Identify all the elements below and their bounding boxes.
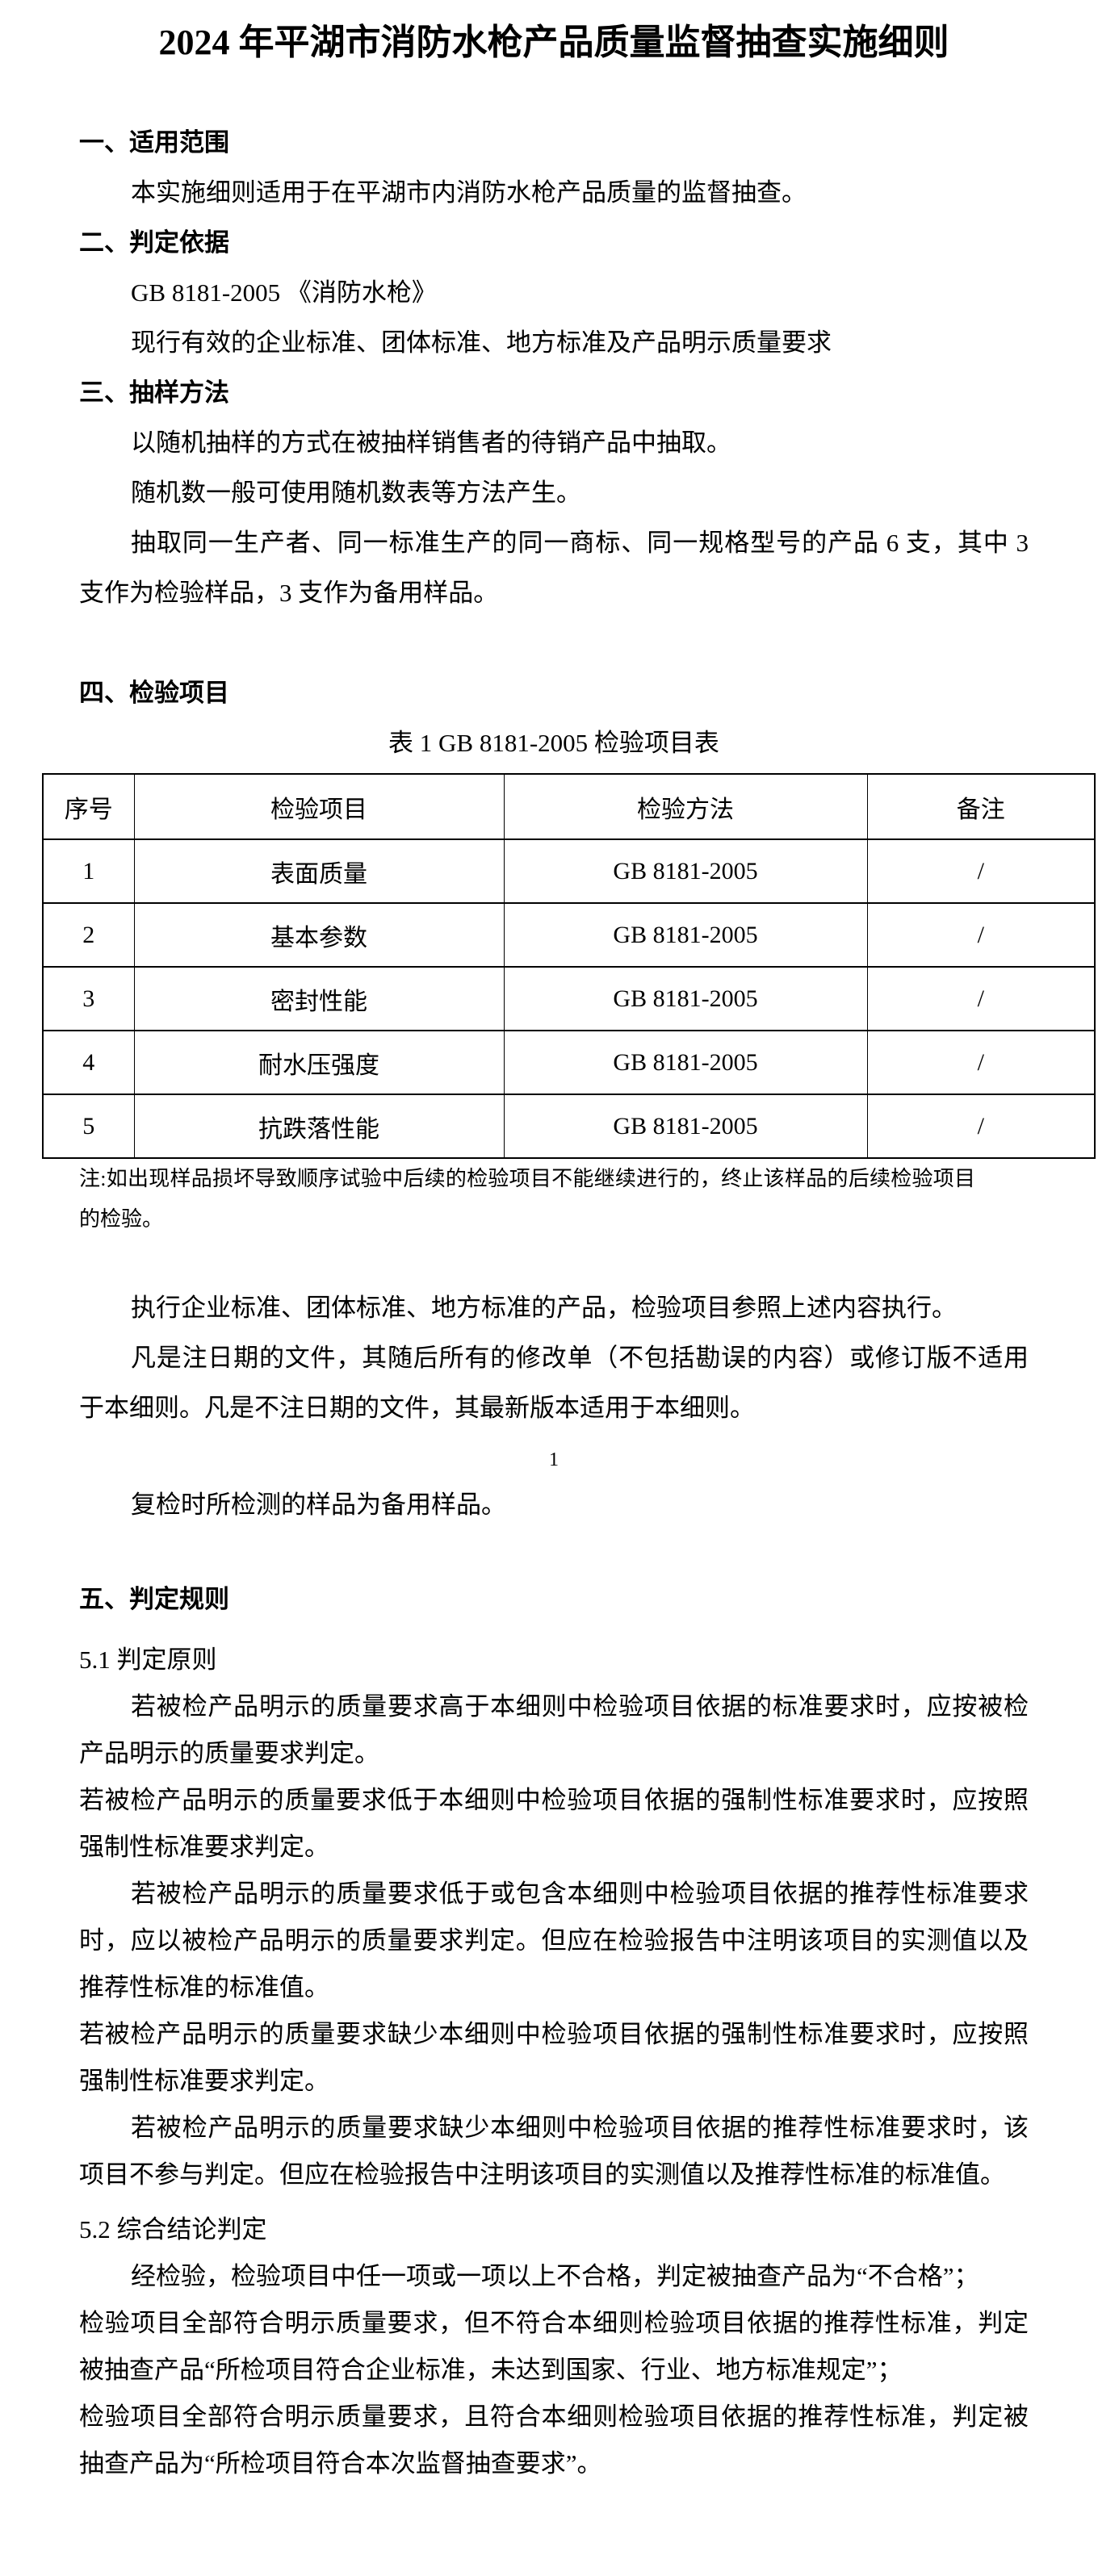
section-3-heading: 三、抽样方法 xyxy=(79,378,229,407)
rule-paragraph-missing-recommended: 若被检产品明示的质量要求缺少本细则中检验项目依据的推荐性标准要求时，该项目不参与… xyxy=(79,2114,1029,2189)
section-3-paragraph-random-number: 随机数一般可使用随机数表等方法产生。 xyxy=(131,479,581,507)
conclusion-paragraph-unqualified: 经检验，检验项目中任一项或一项以上不合格，判定被抽查产品为“不合格”； xyxy=(131,2262,979,2290)
section-4-paragraph-execute: 执行企业标准、团体标准、地方标准的产品，检验项目参照上述内容执行。 xyxy=(131,1294,957,1322)
subsection-5-2-heading: 5.2 综合结论判定 xyxy=(79,2215,267,2244)
inspection-items-table: 序号 检验项目 检验方法 备注 1 表面质量 GB 8181-2005 / 2 … xyxy=(42,773,1096,1159)
table-row: 4 耐水压强度 GB 8181-2005 / xyxy=(42,1030,1096,1095)
cell-seq: 1 xyxy=(42,838,135,904)
table-caption: 表 1 GB 8181-2005 检验项目表 xyxy=(388,729,719,757)
table-row: 1 表面质量 GB 8181-2005 / xyxy=(42,838,1096,904)
column-header-method: 检验方法 xyxy=(503,773,868,840)
section-4-heading: 四、检验项目 xyxy=(79,679,229,707)
section-1-paragraph: 本实施细则适用于在平湖市内消防水枪产品质量的监督抽查。 xyxy=(131,178,807,207)
rule-paragraph-missing-mandatory: 若被检产品明示的质量要求缺少本细则中检验项目依据的强制性标准要求时，应按照强制性… xyxy=(79,2020,1029,2095)
table-header-row: 序号 检验项目 检验方法 备注 xyxy=(42,773,1096,840)
section-4-paragraph-recheck: 复检时所检测的样品为备用样品。 xyxy=(131,1491,506,1519)
column-header-seq: 序号 xyxy=(42,773,135,840)
cell-method: GB 8181-2005 xyxy=(503,1094,868,1159)
cell-seq: 5 xyxy=(42,1094,135,1159)
cell-remark: / xyxy=(866,1030,1096,1095)
section-2-paragraph-other-standards: 现行有效的企业标准、团体标准、地方标准及产品明示质量要求 xyxy=(131,328,832,357)
conclusion-paragraph-meets-requirements: 检验项目全部符合明示质量要求，且符合本细则检验项目依据的推荐性标准，判定被抽查产… xyxy=(79,2402,1029,2478)
section-4-paragraph-dated-documents: 凡是注日期的文件，其随后所有的修改单（不包括勘误的内容）或修订版不适用于本细则。… xyxy=(79,1344,1029,1422)
cell-remark: / xyxy=(866,1094,1096,1159)
subsection-5-1-heading: 5.1 判定原则 xyxy=(79,1646,217,1674)
page-number: 1 xyxy=(549,1449,559,1470)
document-title: 2024 年平湖市消防水枪产品质量监督抽查实施细则 xyxy=(158,23,949,62)
cell-remark: / xyxy=(866,902,1096,968)
cell-method: GB 8181-2005 xyxy=(503,838,868,904)
cell-seq: 3 xyxy=(42,966,135,1031)
cell-item: 密封性能 xyxy=(133,966,505,1031)
cell-method: GB 8181-2005 xyxy=(503,902,868,968)
section-5-heading: 五、判定规则 xyxy=(79,1585,229,1613)
document-content: 2024 年平湖市消防水枪产品质量监督抽查实施细则 一、适用范围 本实施细则适用… xyxy=(42,23,1096,2478)
column-header-remark: 备注 xyxy=(866,773,1096,840)
table-row: 5 抗跌落性能 GB 8181-2005 / xyxy=(42,1094,1096,1159)
cell-item: 基本参数 xyxy=(133,902,505,968)
section-2-heading: 二、判定依据 xyxy=(79,228,229,257)
rule-paragraph-lower-recommended: 若被检产品明示的质量要求低于或包含本细则中检验项目依据的推荐性标准要求时，应以被… xyxy=(79,1880,1029,2001)
cell-remark: / xyxy=(866,838,1096,904)
section-3-paragraph-sample-count: 抽取同一生产者、同一标准生产的同一商标、同一规格型号的产品 6 支，其中 3 支… xyxy=(79,529,1029,607)
cell-item: 耐水压强度 xyxy=(133,1030,505,1095)
table-row: 3 密封性能 GB 8181-2005 / xyxy=(42,966,1096,1031)
cell-seq: 2 xyxy=(42,902,135,968)
rule-paragraph-higher: 若被检产品明示的质量要求高于本细则中检验项目依据的标准要求时，应按被检产品明示的… xyxy=(79,1692,1029,1767)
cell-seq: 4 xyxy=(42,1030,135,1095)
cell-item: 表面质量 xyxy=(133,838,505,904)
rule-paragraph-lower-mandatory: 若被检产品明示的质量要求低于本细则中检验项目依据的强制性标准要求时，应按照强制性… xyxy=(79,1786,1029,1861)
cell-method: GB 8181-2005 xyxy=(503,1030,868,1095)
column-header-item: 检验项目 xyxy=(133,773,505,840)
cell-method: GB 8181-2005 xyxy=(503,966,868,1031)
inspection-table-wrap: 序号 检验项目 检验方法 备注 1 表面质量 GB 8181-2005 / 2 … xyxy=(42,773,1096,1159)
cell-remark: / xyxy=(866,966,1096,1031)
table-row: 2 基本参数 GB 8181-2005 / xyxy=(42,902,1096,968)
table-note: 注:如出现样品损坏导致顺序试验中后续的检验项目不能继续进行的，终止该样品的后续检… xyxy=(79,1167,975,1231)
cell-item: 抗跌落性能 xyxy=(133,1094,505,1159)
section-2-paragraph-standard: GB 8181-2005 《消防水枪》 xyxy=(131,278,437,307)
section-3-paragraph-random-sampling: 以随机抽样的方式在被抽样销售者的待销产品中抽取。 xyxy=(131,429,731,457)
section-1-heading: 一、适用范围 xyxy=(79,128,229,157)
conclusion-paragraph-enterprise-standard: 检验项目全部符合明示质量要求，但不符合本细则检验项目依据的推荐性标准，判定被抽查… xyxy=(79,2309,1029,2384)
